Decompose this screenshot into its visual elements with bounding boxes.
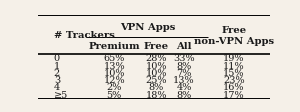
Text: 10%: 10%: [145, 61, 167, 70]
Text: 4: 4: [54, 83, 60, 92]
Text: 11%: 11%: [223, 61, 245, 70]
Text: 15%: 15%: [223, 68, 245, 77]
Text: 3: 3: [54, 75, 60, 84]
Text: 2%: 2%: [106, 83, 122, 92]
Text: VPN Apps: VPN Apps: [120, 22, 175, 31]
Text: 28%: 28%: [145, 54, 167, 63]
Text: 0: 0: [54, 54, 60, 63]
Text: 65%: 65%: [103, 54, 125, 63]
Text: 8%: 8%: [176, 61, 192, 70]
Text: 7%: 7%: [176, 68, 192, 77]
Text: 13%: 13%: [173, 75, 195, 84]
Text: 33%: 33%: [173, 54, 195, 63]
Text: 16%: 16%: [223, 83, 245, 92]
Text: 25%: 25%: [145, 75, 167, 84]
Text: 19%: 19%: [223, 54, 245, 63]
Text: 18%: 18%: [145, 90, 167, 99]
Text: 5%: 5%: [106, 90, 122, 99]
Text: 8%: 8%: [176, 90, 192, 99]
Text: ≥5: ≥5: [54, 90, 68, 99]
Text: Free: Free: [143, 42, 169, 51]
Text: 4%: 4%: [176, 83, 192, 92]
Text: Premium: Premium: [88, 42, 140, 51]
Text: 8%: 8%: [148, 83, 164, 92]
Text: 10%: 10%: [103, 68, 125, 77]
Text: 13%: 13%: [103, 61, 125, 70]
Text: 1: 1: [54, 61, 60, 70]
Text: All: All: [176, 42, 192, 51]
Text: Free
non-VPN Apps: Free non-VPN Apps: [194, 26, 274, 45]
Text: 12%: 12%: [103, 75, 125, 84]
Text: # Trackers: # Trackers: [54, 31, 115, 40]
Text: 23%: 23%: [223, 75, 245, 84]
Text: 2: 2: [54, 68, 60, 77]
Text: 10%: 10%: [145, 68, 167, 77]
Text: 17%: 17%: [223, 90, 245, 99]
